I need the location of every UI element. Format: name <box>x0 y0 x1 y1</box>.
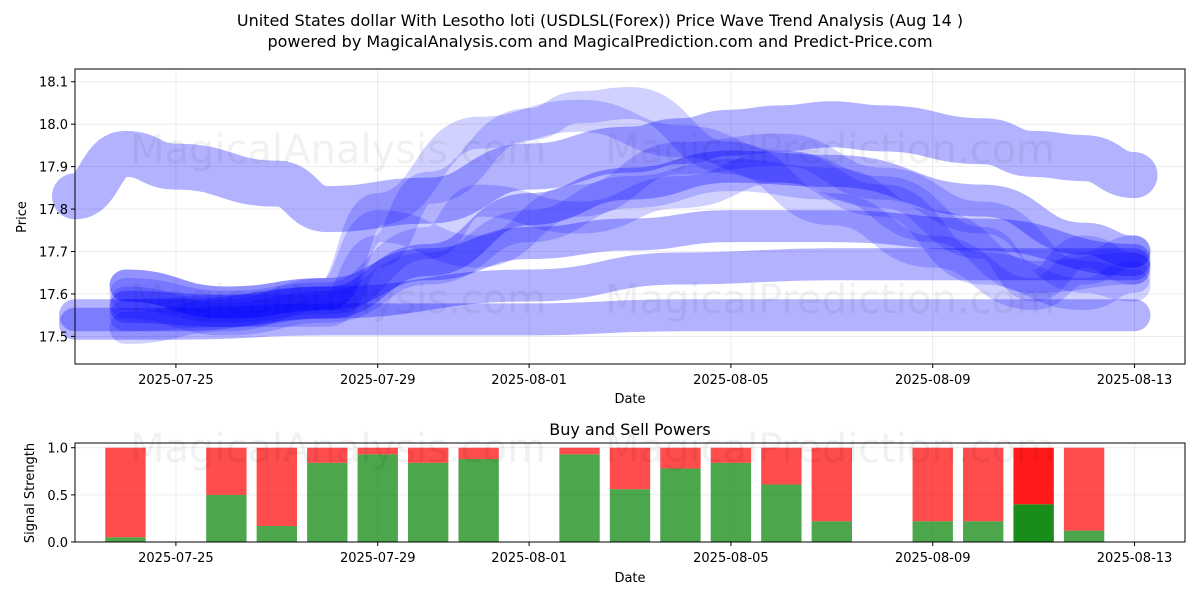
price-x-tick-label: 2025-08-13 <box>1097 373 1173 388</box>
buy-sell-panel: Buy and Sell Powers MagicalAnalysis.com … <box>23 420 1186 586</box>
buy-power-bar <box>811 521 852 542</box>
watermark-prediction-top-2: MagicalPrediction.com <box>605 277 1055 323</box>
sell-power-bar <box>710 447 752 463</box>
price-x-tick-label: 2025-08-05 <box>693 373 769 388</box>
signal-y-tick-label: 0.5 <box>47 489 68 504</box>
sell-power-bar <box>256 447 297 526</box>
signal-x-tick-label: 2025-08-05 <box>693 551 769 566</box>
price-y-tick-label: 18.0 <box>39 118 68 133</box>
price-y-tick-label: 18.1 <box>39 76 68 91</box>
buy-power-bar <box>559 454 600 542</box>
price-wave-line-6 <box>109 99 1151 319</box>
sell-power-bar <box>458 447 499 460</box>
sell-power-bar <box>1013 447 1054 505</box>
buy-power-bar <box>357 454 398 542</box>
buy-power-bar <box>660 468 701 542</box>
sell-power-bar <box>206 447 247 495</box>
price-wave-series <box>52 87 1158 344</box>
signal-plot-frame <box>74 442 1186 543</box>
price-wave-line-1 <box>52 101 1158 233</box>
price-y-tick-label: 17.7 <box>39 246 68 261</box>
signal-bars <box>105 447 1105 542</box>
buy-power-bar <box>458 459 499 542</box>
sell-power-bar <box>609 447 651 490</box>
price-x-axis-label: Date <box>614 392 645 407</box>
figure-title-line2: powered by MagicalAnalysis.com and Magic… <box>267 32 932 51</box>
signal-x-tick-label: 2025-08-09 <box>895 551 971 566</box>
price-y-axis-label: Price <box>15 201 30 233</box>
price-y-tick-label: 17.6 <box>39 288 68 303</box>
sell-power-bar <box>408 447 449 463</box>
watermark-prediction-bottom: MagicalPrediction.com <box>605 426 1055 472</box>
signal-y-tick-label: 0.0 <box>47 536 68 551</box>
price-y-ticks: 17.5 17.6 17.7 17.8 17.9 18.0 18.1 <box>39 76 75 345</box>
buy-power-bar <box>710 462 752 542</box>
signal-x-ticks: 2025-07-25 2025-07-29 2025-08-01 2025-08-05… <box>138 542 1172 566</box>
sell-power-bar <box>811 447 852 522</box>
buy-power-bar <box>307 462 348 542</box>
price-y-tick-label: 17.8 <box>39 203 68 218</box>
watermark-analysis-top: MagicalAnalysis.com <box>130 127 546 173</box>
price-wave-panel: MagicalAnalysis.com MagicalPrediction.co… <box>15 68 1186 407</box>
watermark-analysis-top-2: MagicalAnalysis.com <box>130 277 546 323</box>
signal-y-ticks: 0.0 0.5 1.0 <box>47 442 75 551</box>
price-x-ticks: 2025-07-25 2025-07-29 2025-08-01 2025-08-05… <box>138 364 1172 388</box>
price-x-tick-label: 2025-07-25 <box>138 373 214 388</box>
price-x-tick-label: 2025-08-01 <box>491 373 567 388</box>
buy-power-bar <box>1013 504 1054 542</box>
price-wave-line-7 <box>109 87 1151 332</box>
watermark-analysis-bottom: MagicalAnalysis.com <box>130 426 546 472</box>
price-wave-line-4 <box>109 210 1151 319</box>
sell-power-bar <box>761 447 802 485</box>
price-x-tick-label: 2025-08-09 <box>895 373 971 388</box>
sell-power-bar <box>963 447 1004 522</box>
buy-sell-title: Buy and Sell Powers <box>549 420 711 439</box>
sell-power-bar <box>307 447 348 463</box>
price-gridlines <box>75 69 1185 364</box>
sell-power-bar <box>559 447 600 455</box>
signal-x-tick-label: 2025-08-13 <box>1097 551 1173 566</box>
buy-power-bar <box>408 462 449 542</box>
buy-power-bar <box>963 521 1004 542</box>
buy-power-bar <box>912 521 953 542</box>
price-x-tick-label: 2025-07-29 <box>340 373 416 388</box>
sell-power-bar <box>357 447 398 455</box>
price-plot-frame <box>74 68 1186 365</box>
signal-x-tick-label: 2025-08-01 <box>491 551 567 566</box>
sell-power-bar <box>105 447 146 538</box>
buy-power-bar <box>206 494 247 542</box>
buy-power-bar <box>105 537 146 542</box>
price-wave-line-5 <box>109 150 1151 327</box>
sell-power-bar <box>660 447 701 469</box>
price-wave-line-9 <box>109 133 1151 344</box>
buy-power-bar <box>1063 530 1105 542</box>
signal-x-axis-label: Date <box>614 571 645 586</box>
price-wave-line-3 <box>59 299 1151 340</box>
price-wave-line-2 <box>59 248 1151 332</box>
figure-title-line1: United States dollar With Lesotho loti (… <box>237 11 963 30</box>
watermark-prediction-top: MagicalPrediction.com <box>605 127 1055 173</box>
buy-power-bar <box>256 525 297 542</box>
buy-power-bar <box>609 489 651 542</box>
price-wave-line-10 <box>109 159 1151 336</box>
sell-power-bar <box>912 447 953 522</box>
price-y-tick-label: 17.9 <box>39 161 68 176</box>
signal-x-tick-label: 2025-07-25 <box>138 551 214 566</box>
signal-x-tick-label: 2025-07-29 <box>340 551 416 566</box>
buy-power-bar <box>761 484 802 542</box>
sell-power-bar <box>1063 447 1105 531</box>
signal-y-tick-label: 1.0 <box>47 442 68 457</box>
price-y-tick-label: 17.5 <box>39 330 68 345</box>
signal-y-axis-label: Signal Strength <box>23 443 38 543</box>
price-wave-line-8 <box>109 150 1151 323</box>
